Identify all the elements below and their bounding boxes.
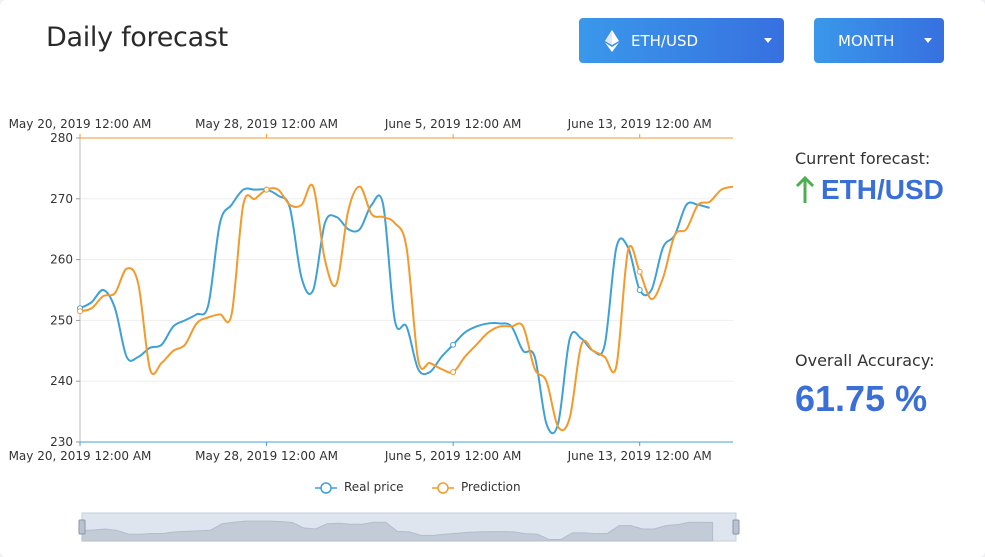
x-axis-bottom: May 20, 2019 12:00 AM May 28, 2019 12:00 … — [9, 442, 712, 463]
prediction-legend-marker — [437, 482, 449, 494]
real-price-legend-label[interactable]: Real price — [344, 480, 404, 494]
zoom-preview-area — [81, 520, 714, 542]
y-tick-label: 250 — [50, 313, 73, 327]
y-axis: 230 240 250 260 270 280 — [50, 131, 80, 449]
overall-accuracy-value: 61.75 % — [795, 378, 928, 419]
y-tick-label: 240 — [50, 374, 73, 388]
ethereum-icon — [605, 29, 619, 52]
period-dropdown[interactable]: MONTH — [814, 18, 944, 63]
x-tick-label-bottom: June 13, 2019 12:00 AM — [567, 449, 712, 463]
x-tick-label-bottom: May 28, 2019 12:00 AM — [195, 449, 338, 463]
prediction-point — [263, 186, 270, 193]
real-price-line — [79, 187, 710, 435]
chart-legend[interactable]: Real price Prediction — [315, 480, 521, 494]
x-tick-label-bottom: June 5, 2019 12:00 AM — [384, 449, 522, 463]
y-tick-label: 270 — [50, 192, 73, 206]
period-dropdown-label: MONTH — [838, 31, 895, 50]
pair-dropdown-label: ETH/USD — [631, 31, 699, 50]
current-forecast-label: Current forecast: — [795, 149, 931, 168]
real-price-point — [450, 341, 457, 348]
prediction-line — [79, 183, 734, 432]
page-title: Daily forecast — [46, 22, 228, 53]
chart-series — [77, 183, 734, 435]
zoom-handle-right[interactable] — [732, 519, 740, 535]
current-forecast-value: ETH/USD — [795, 174, 944, 206]
y-tick-label: 230 — [50, 435, 73, 449]
current-forecast-pair: ETH/USD — [821, 174, 944, 205]
chevron-down-icon — [764, 38, 772, 43]
chevron-down-icon — [924, 38, 932, 43]
x-tick-label-bottom: May 20, 2019 12:00 AM — [9, 449, 152, 463]
y-tick-label: 260 — [50, 253, 73, 267]
x-tick-label-top: June 5, 2019 12:00 AM — [384, 117, 522, 131]
y-tick-label: 280 — [50, 131, 73, 145]
zoom-handle-left[interactable] — [78, 519, 86, 535]
prediction-point — [77, 308, 83, 315]
x-tick-label-top: June 13, 2019 12:00 AM — [567, 117, 712, 131]
chart-grid — [79, 137, 733, 443]
real-price-legend-marker — [320, 482, 332, 494]
prediction-point — [636, 268, 643, 275]
x-tick-label-top: May 20, 2019 12:00 AM — [9, 117, 152, 131]
x-tick-label-top: May 28, 2019 12:00 AM — [195, 117, 338, 131]
overall-accuracy-label: Overall Accuracy: — [795, 351, 935, 370]
prediction-point — [450, 369, 457, 376]
real-price-point — [636, 287, 643, 293]
zoom-slider[interactable] — [78, 512, 740, 542]
pair-dropdown[interactable]: ETH/USD — [579, 18, 784, 63]
arrow-up-icon — [795, 175, 815, 203]
x-axis-top: May 20, 2019 12:00 AM May 28, 2019 12:00 … — [9, 117, 712, 138]
prediction-legend-label[interactable]: Prediction — [461, 480, 521, 494]
